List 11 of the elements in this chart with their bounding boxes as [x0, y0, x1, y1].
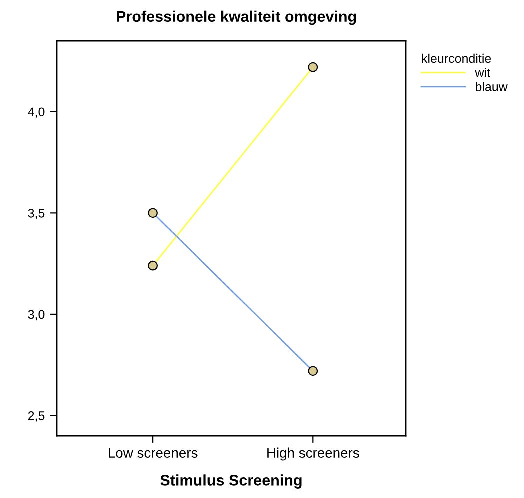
- x-tick-label: High screeners: [268, 448, 360, 461]
- y-tick-label: 4,0: [28, 108, 45, 118]
- x-axis-title: Stimulus Screening: [160, 474, 302, 489]
- chart-title: Professionele kwaliteit omgeving: [117, 10, 356, 26]
- legend-title: kleurconditie: [422, 54, 492, 64]
- y-tick-label: 2,5: [28, 412, 45, 422]
- y-tick-label: 3,0: [28, 310, 45, 321]
- legend-label: wit: [475, 68, 490, 78]
- legend-label: blauw: [476, 82, 508, 92]
- y-tick-label: 3,5: [28, 208, 45, 220]
- x-tick-label: Low screeners: [109, 448, 198, 458]
